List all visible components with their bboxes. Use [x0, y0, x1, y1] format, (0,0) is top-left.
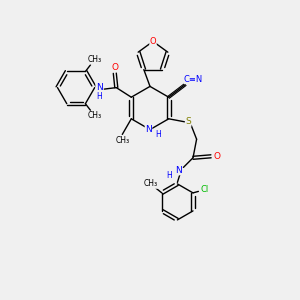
Text: N: N [96, 83, 103, 92]
Text: H: H [96, 92, 102, 101]
Text: Cl: Cl [201, 185, 209, 194]
Text: CH₃: CH₃ [87, 111, 101, 120]
Text: H: H [166, 171, 172, 180]
Text: CH₃: CH₃ [144, 179, 158, 188]
Text: O: O [214, 152, 220, 161]
Text: N: N [145, 125, 152, 134]
Text: CH₃: CH₃ [115, 136, 129, 145]
Text: H: H [155, 130, 161, 140]
Text: S: S [185, 117, 191, 126]
Text: O: O [150, 37, 156, 46]
Text: CH₃: CH₃ [87, 55, 101, 64]
Text: O: O [111, 63, 118, 72]
Text: N: N [175, 166, 182, 175]
Text: C≡N: C≡N [184, 75, 203, 84]
